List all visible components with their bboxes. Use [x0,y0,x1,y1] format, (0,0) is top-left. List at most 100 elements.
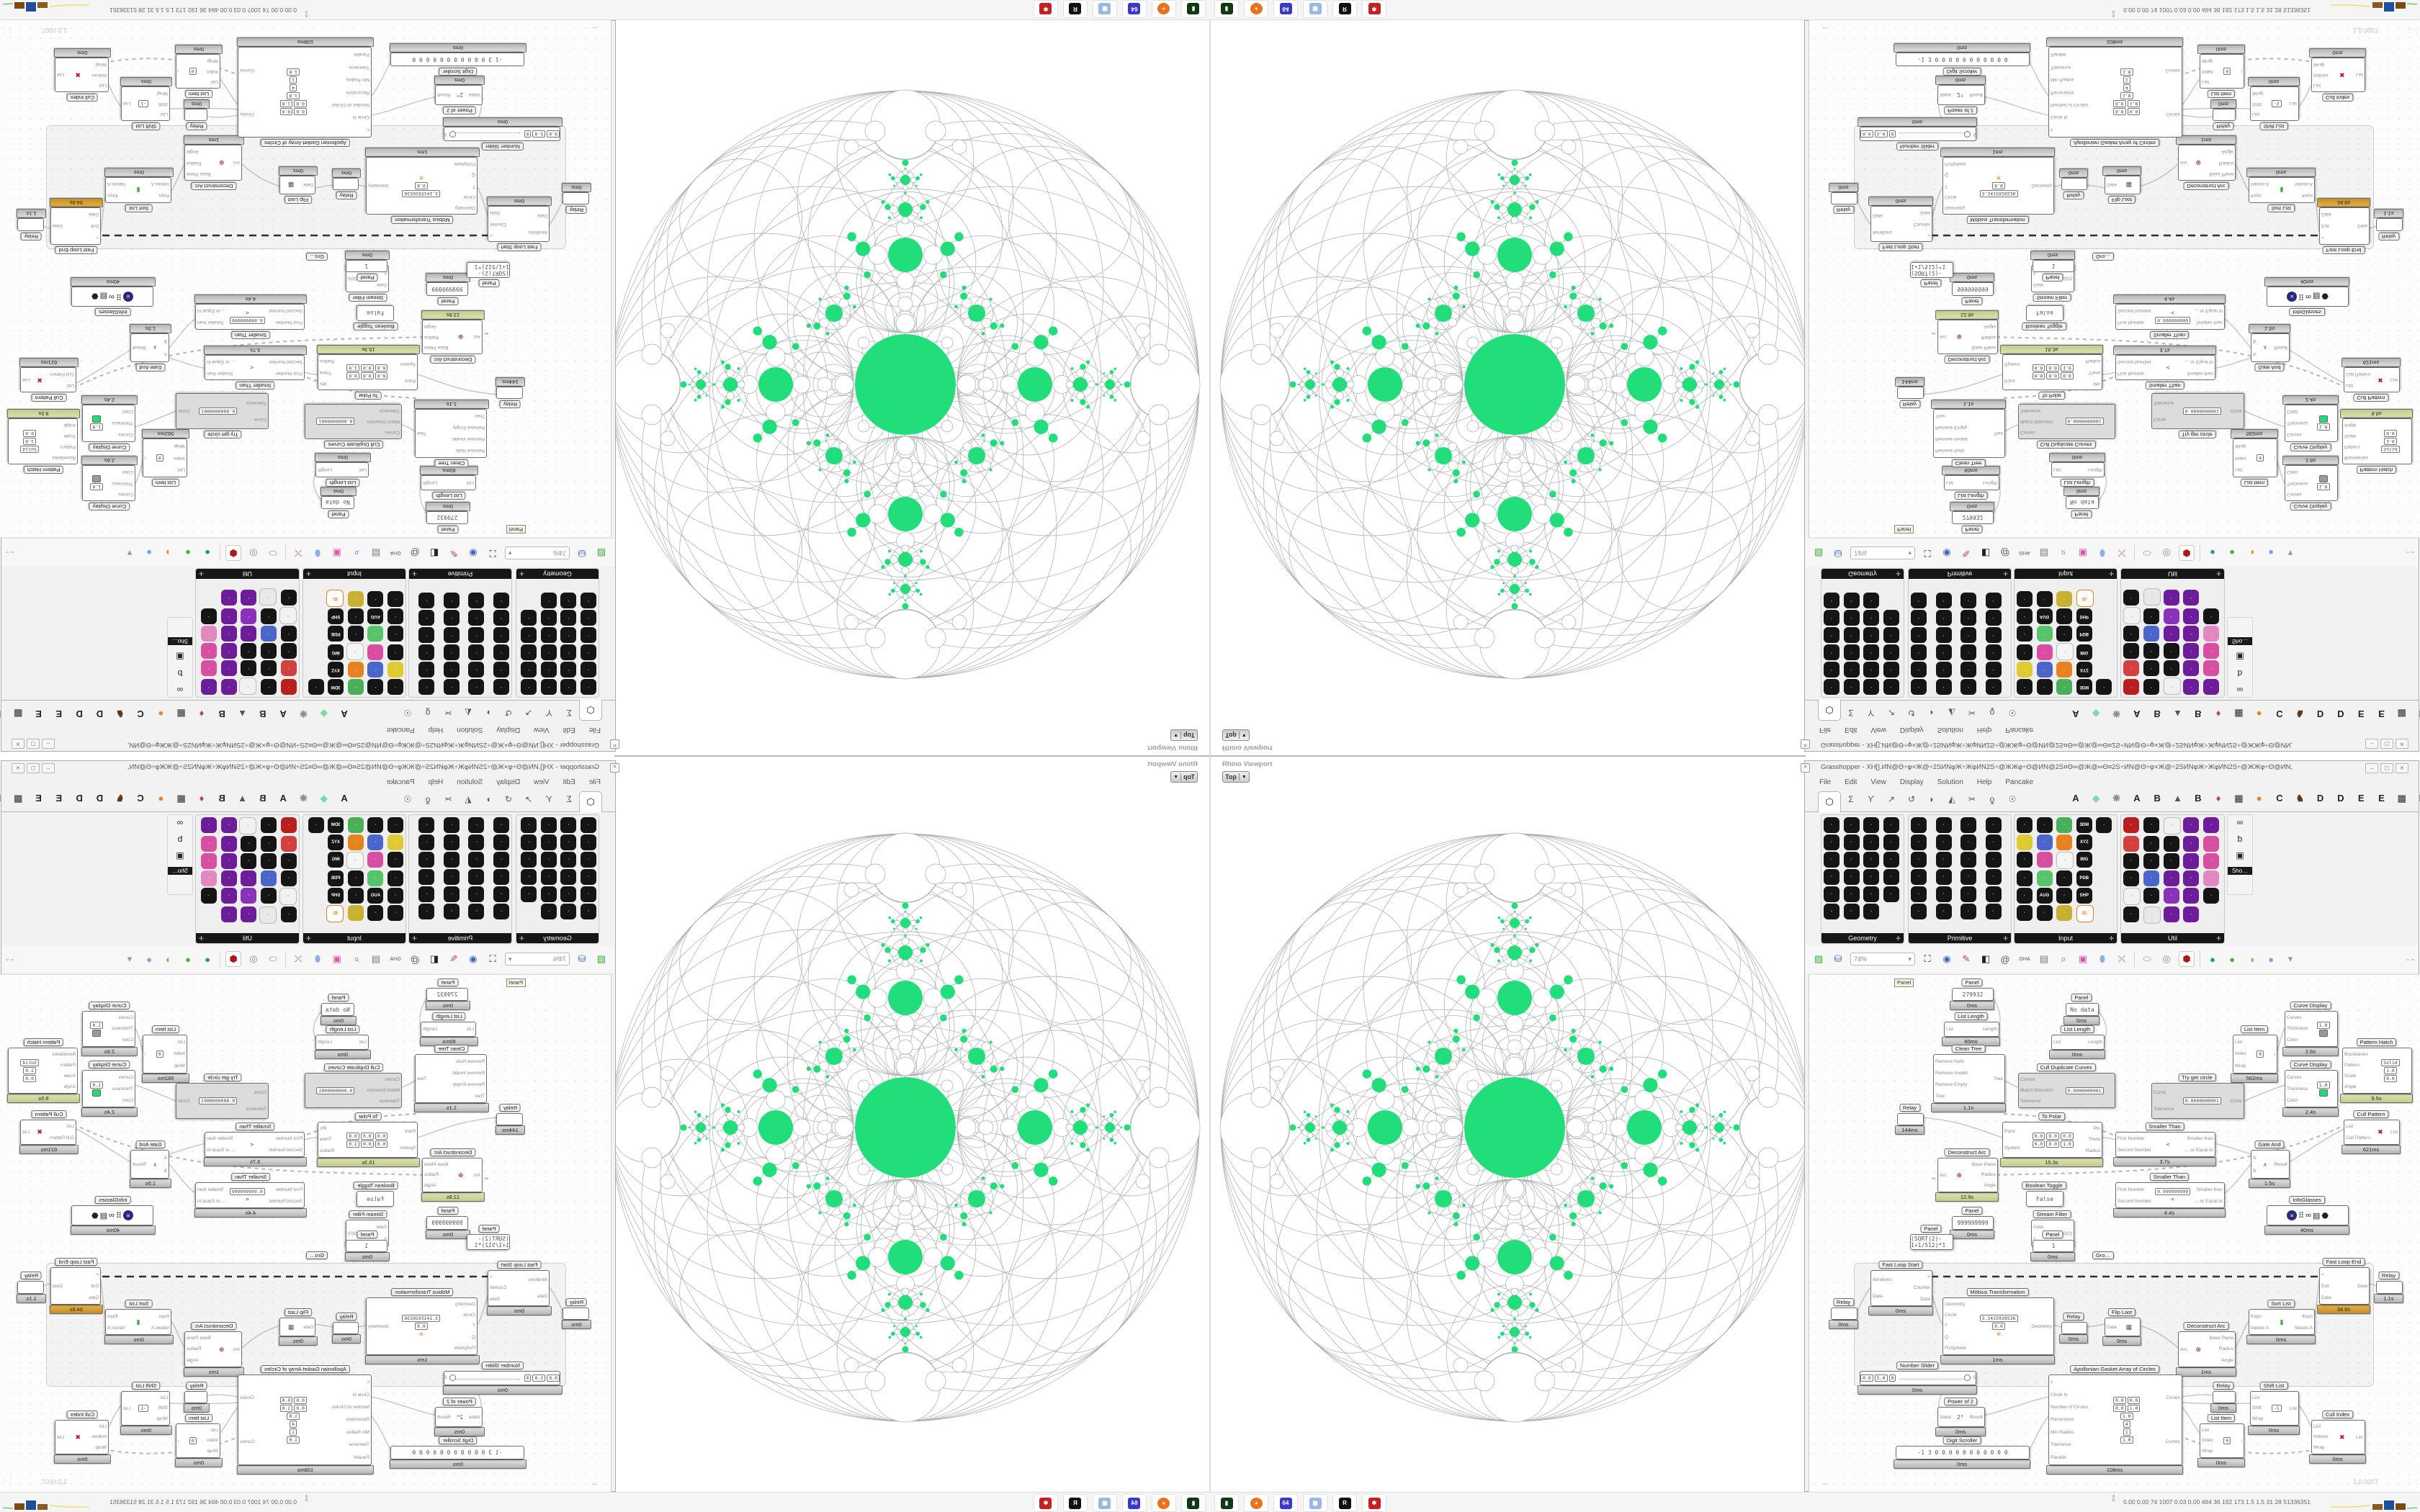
node-body[interactable]: Curves Thickness Color 1.0 [2285,465,2338,501]
ball-teal-icon[interactable]: ● [205,547,210,559]
plugin-tab[interactable]: D [2316,708,2324,719]
input-port[interactable]: Scale [2344,1074,2357,1079]
node-nameplate[interactable]: List Item [151,479,180,487]
chevron-down-icon[interactable]: ▼ [1241,774,1247,780]
input-port[interactable]: Angle [2344,423,2357,428]
node-body[interactable]: No data [321,1003,354,1016]
output-port[interactable]: Result [1969,92,1983,98]
input-port[interactable]: Wrap [156,90,168,96]
component-tab-icon[interactable]: ☉ [403,794,412,804]
ball-orange-icon[interactable]: ◑ [2249,953,2254,965]
tab-params[interactable]: ⬡ [579,791,602,812]
input-port[interactable]: FixSphere [1945,161,1966,167]
component-tab-icon[interactable]: Σ [566,708,572,718]
input-port[interactable]: List [160,1395,168,1400]
input-port[interactable]: Number of Circles [331,102,369,107]
canvas-overview-dots[interactable]: … [591,1479,598,1486]
value-box[interactable]: 0.0 [375,1140,388,1148]
component-icon[interactable]: ◦ [493,886,509,902]
slider-value-box[interactable]: 0 [524,1374,532,1382]
input-port[interactable]: Indices [2313,72,2329,78]
output-port[interactable]: Counter [1913,1285,1930,1291]
grasshopper-settings-app-icon[interactable]: ✱ [1362,1494,1386,1512]
input-port[interactable]: Wrap [207,58,218,63]
component-icon[interactable]: XYZ [328,662,344,678]
input-port[interactable]: List [177,1039,185,1045]
component-icon[interactable]: ◦ [2143,906,2161,924]
component-icon[interactable]: ◦ [2203,608,2220,624]
value-box[interactable]: 0.0 [2384,430,2397,437]
node-nameplate[interactable]: Cull Pattern [31,1110,67,1118]
component-icon[interactable]: ◦ [444,610,460,626]
node-body[interactable]: List Index Wrap 0 i [2200,1423,2244,1458]
input-port[interactable]: Remove Nulls [1935,448,1965,454]
component-icon[interactable]: ◦ [279,607,297,624]
component-icon[interactable]: ◦ [347,591,364,607]
node-body[interactable]: List Index Wrap 0 i [143,1035,187,1074]
taskbar-expand-icon[interactable]: ∧ ∧ [304,9,308,18]
input-port[interactable]: Circle [463,1313,475,1318]
component-icon[interactable]: ◦ [2143,870,2159,886]
output-port[interactable]: Values A [2294,1325,2313,1331]
component-icon[interactable]: ◦ [1935,593,1952,608]
plugin-tab[interactable]: ▦ [2234,708,2244,719]
value-box[interactable]: 0.999999999 [2155,317,2191,324]
node-nameplate[interactable]: Pattern Hatch [23,1038,64,1046]
input-port[interactable]: Curves [118,432,133,438]
component-tab-icon[interactable]: Ƴ [545,708,552,718]
terminal-app-icon[interactable]: ▮ [1181,1494,1206,1512]
output-port[interactable]: Base Plane [424,1161,449,1167]
component-icon[interactable]: ◦ [2056,870,2073,886]
input-port[interactable]: List [466,480,474,485]
node-body[interactable]: Curves Match Direction Tolerance 0.00000000… [2018,404,2115,439]
node-nameplate[interactable]: Relay [336,192,357,199]
component-icon[interactable]: ◦ [2017,817,2033,833]
plugin-tab[interactable]: E [55,708,63,719]
input-port[interactable]: Iterations [528,1277,547,1282]
grasshopper-settings-app-icon[interactable]: ✱ [1034,0,1058,18]
at-icon[interactable]: @ [410,547,420,559]
rhinoceros-app-icon[interactable]: R [1063,0,1088,18]
node-body[interactable]: Keys Values A ▮ Keys Values A [105,1309,171,1335]
component-icon[interactable]: ◦ [521,627,537,643]
input-port[interactable]: Second Number [269,1198,302,1204]
plugin-tab[interactable]: B [218,708,225,719]
node-nameplate[interactable]: InfoGlasses [2289,308,2325,316]
input-port[interactable]: Pattern [60,444,76,449]
zoom-extents-icon[interactable]: ⛶ [1924,953,1931,964]
component-icon[interactable]: ◦ [1824,610,1839,626]
component-icon[interactable]: ◦ [1863,886,1879,902]
component-icon[interactable]: ◦ [1824,852,1839,868]
view-eye-icon[interactable]: ◉ [469,953,478,964]
maximize-button[interactable]: ▢ [27,763,40,773]
component-icon[interactable]: ◦ [2017,608,2033,624]
plugin-tab[interactable]: ❋ [2112,708,2121,719]
component-icon[interactable]: ◦ [2056,905,2073,921]
resize-grip-icon[interactable]: ⋮⋮ [1,1478,13,1485]
component-icon[interactable]: ◦ [2056,888,2073,904]
input-port[interactable]: Second Number [2118,308,2151,314]
palette-label[interactable]: Input ✛ [303,933,405,943]
input-port[interactable]: FixSphere [454,1345,475,1351]
node-body[interactable]: Arc ⊕ Base Plane Radius Angle [1937,320,1998,354]
component-tab-icon[interactable]: ◭ [465,794,472,804]
component-icon[interactable]: ◦ [2056,852,2074,869]
taskbar-expand-icon[interactable]: ∧ ∧ [304,1494,308,1503]
plugin-tab[interactable]: ♦ [199,793,205,804]
component-icon[interactable]: ◦ [444,679,460,695]
component-icon[interactable]: ◦ [2203,626,2220,642]
input-port[interactable]: Exit [2321,223,2329,229]
rhino-viewport[interactable]: Rhino Viewport Top ▼ [614,19,1210,756]
node-nameplate[interactable]: Deconstruct Arc [2183,182,2229,190]
input-port[interactable]: List [359,467,367,472]
component-icon[interactable]: ◦ [1911,593,1927,608]
input-port[interactable]: Remove Invalid [1935,1070,1968,1076]
node-nameplate[interactable]: Panel [2071,510,2092,518]
output-port[interactable]: Length [1983,480,1997,485]
input-port[interactable]: Index [207,1438,218,1444]
toolbar-overflow-icon[interactable]: ⌄⌄ [5,955,15,962]
zoom-extents-icon[interactable]: ⛶ [1924,548,1931,559]
node-nameplate[interactable]: Smaller Than [2149,1173,2190,1181]
output-port[interactable]: … or Equal to [2184,1147,2213,1153]
input-port[interactable]: List [66,382,74,388]
